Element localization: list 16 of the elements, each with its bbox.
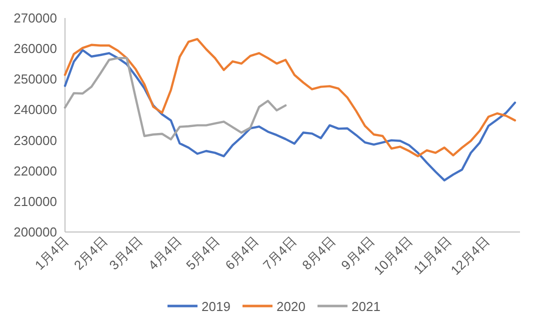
y-tick-label: 270000 — [14, 10, 57, 26]
x-tick-label: 8月4日 — [299, 234, 338, 273]
x-tick-label: 6月4日 — [222, 234, 262, 273]
y-tick-label: 260000 — [14, 41, 57, 56]
x-tick-label: 7月4日 — [260, 234, 300, 273]
y-tick-label: 240000 — [14, 102, 57, 118]
legend-label: 2019 — [202, 299, 230, 314]
x-tick-label: 5月4日 — [183, 234, 222, 273]
y-tick-label: 220000 — [14, 163, 57, 178]
legend-label: 2020 — [276, 299, 306, 314]
y-tick-label: 200000 — [14, 224, 57, 240]
x-tick-label: 4月4日 — [145, 234, 185, 273]
y-tick-label: 250000 — [14, 72, 57, 87]
y-tick-label: 210000 — [14, 194, 57, 209]
legend-label: 2021 — [352, 299, 380, 314]
y-tick-label: 230000 — [14, 132, 57, 148]
